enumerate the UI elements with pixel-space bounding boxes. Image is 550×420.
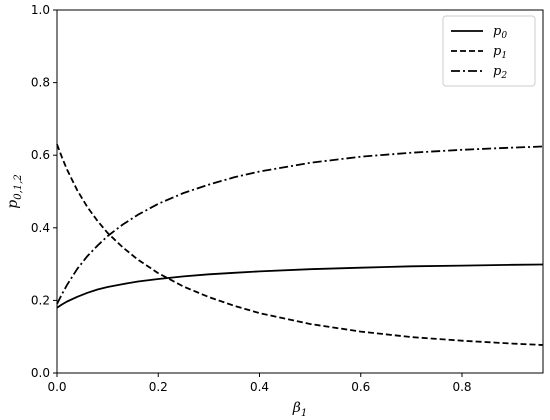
y-axis-label-text: p0,1,2 [5, 174, 24, 208]
x-tick-label: 0.0 [47, 380, 66, 394]
legend: p0 p1 p2 [442, 15, 536, 87]
x-tick-label: 0.2 [149, 380, 168, 394]
legend-entry-p2: p2 [493, 64, 507, 81]
y-axis-label: p0,1,2 [5, 174, 24, 208]
x-axis-label: β1 [292, 400, 307, 419]
legend-entry-p0: p0 [493, 24, 507, 41]
y-tick-label: 1.0 [31, 3, 50, 17]
x-tick-label: 0.6 [351, 380, 370, 394]
plot-lines [56, 143, 544, 346]
series-line-p1 [56, 143, 544, 346]
plot-frame [56, 9, 544, 374]
y-tick-label: 0.6 [31, 148, 50, 162]
y-tick-label: 0.0 [31, 366, 50, 380]
legend-entry-p1: p1 [493, 44, 507, 61]
y-tick-label: 0.4 [31, 221, 50, 235]
x-tick-label: 0.8 [452, 380, 471, 394]
x-axis: 0.0 0.2 0.4 0.6 0.8 [47, 373, 472, 394]
y-axis: 0.0 0.2 0.4 0.6 0.8 1.0 [31, 3, 57, 380]
y-tick-label: 0.8 [31, 76, 50, 90]
y-tick-label: 0.2 [31, 293, 50, 307]
series-line-p0 [56, 263, 544, 309]
x-axis-label-text: β1 [292, 400, 307, 419]
series-line-p2 [56, 145, 544, 305]
legend-box [442, 15, 536, 87]
x-tick-label: 0.4 [250, 380, 269, 394]
